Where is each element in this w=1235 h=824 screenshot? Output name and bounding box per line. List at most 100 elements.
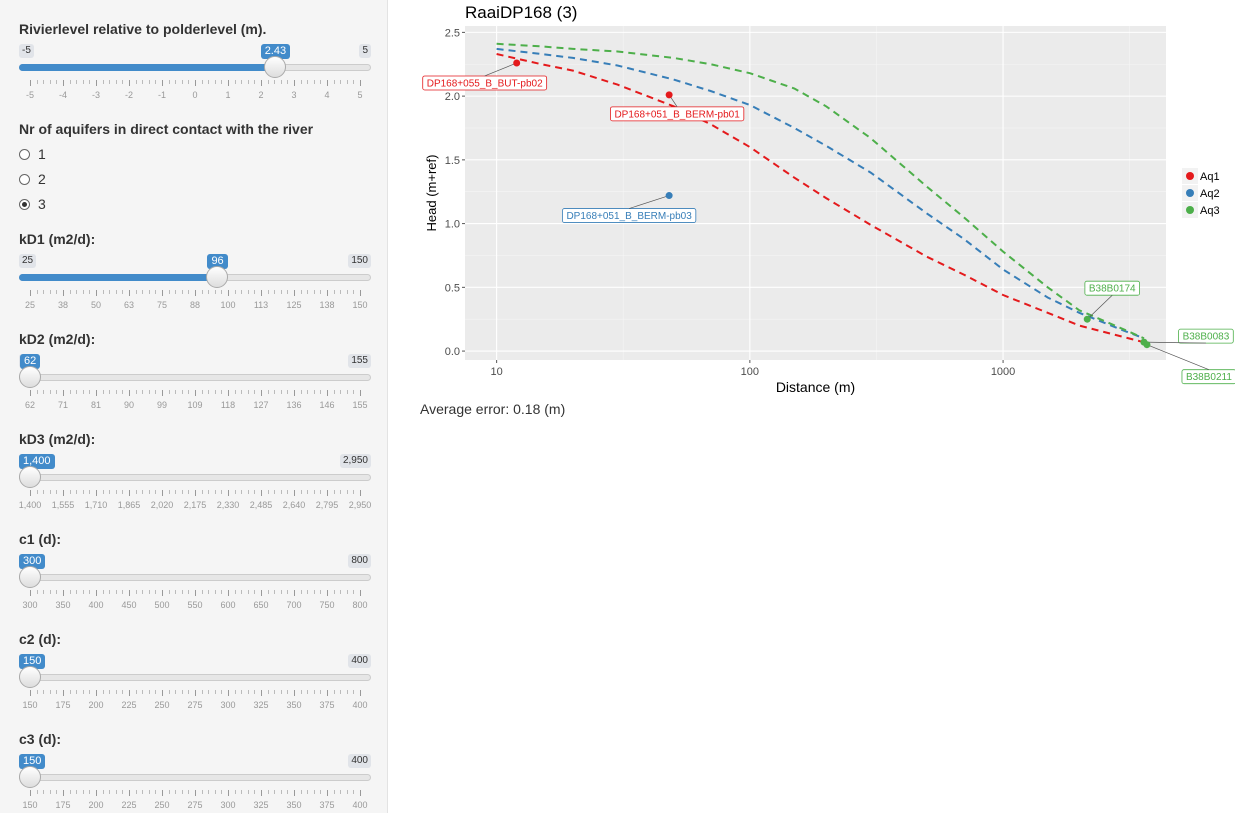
slider-minor-tick bbox=[274, 80, 276, 84]
aquifer-radio-1[interactable]: 1 bbox=[19, 146, 46, 162]
slider-tick bbox=[63, 490, 64, 496]
slider-tick bbox=[162, 290, 163, 296]
slider-minor-tick bbox=[333, 390, 335, 394]
slider-handle[interactable] bbox=[206, 266, 229, 288]
slider-tick-label: 2,175 bbox=[183, 500, 207, 510]
slider-minor-tick bbox=[313, 290, 315, 294]
slider-tick-label: 88 bbox=[189, 300, 201, 310]
slider-minor-tick bbox=[208, 790, 210, 794]
slider-minor-tick bbox=[122, 490, 124, 494]
c3-slider[interactable]: 1504001501501752002252502753003253503754… bbox=[19, 754, 371, 824]
slider-minor-tick bbox=[201, 590, 203, 594]
series-line-aq1 bbox=[496, 53, 1145, 344]
slider-handle[interactable] bbox=[264, 56, 287, 78]
slider-handle[interactable] bbox=[19, 466, 41, 488]
slider-tick bbox=[228, 690, 229, 696]
kd2-label: kD2 (m2/d): bbox=[19, 331, 96, 347]
slider-handle[interactable] bbox=[19, 666, 41, 688]
slider-minor-tick bbox=[76, 590, 78, 594]
slider-tick bbox=[360, 80, 361, 86]
slider-value-label: 2.43 bbox=[260, 44, 291, 59]
radio-circle[interactable] bbox=[19, 198, 30, 210]
c2-slider[interactable]: 1504001501501752002252502753003253503754… bbox=[19, 654, 371, 724]
slider-minor-tick bbox=[135, 590, 137, 594]
slider-tick-label: -4 bbox=[58, 90, 68, 100]
slider-minor-tick bbox=[115, 690, 117, 694]
slider-minor-tick bbox=[175, 390, 177, 394]
slider-minor-tick bbox=[353, 290, 355, 294]
slider-minor-tick bbox=[254, 290, 256, 294]
slider-tick-label: 250 bbox=[154, 800, 170, 810]
slider-minor-tick bbox=[76, 690, 78, 694]
slider-tick-label: 150 bbox=[22, 700, 38, 710]
slider-tick bbox=[360, 490, 361, 496]
river-level-slider[interactable]: -5 5 2.43 -5 -4 -3 -2 -1 0 1 2 3 4 5 bbox=[19, 44, 371, 114]
kd1-slider[interactable]: 25 150 96 25 38 50 63 75 88 100 113 125 138 150 bbox=[19, 254, 371, 324]
slider-minor-tick bbox=[122, 80, 124, 84]
slider-minor-tick bbox=[175, 490, 177, 494]
slider-minor-tick bbox=[76, 290, 78, 294]
slider-track[interactable] bbox=[19, 374, 371, 381]
slider-minor-tick bbox=[69, 390, 71, 394]
slider-track[interactable] bbox=[19, 774, 371, 781]
slider-minor-tick bbox=[353, 590, 355, 594]
aquifer-radio-2[interactable]: 2 bbox=[19, 171, 46, 187]
legend-key-aq1 bbox=[1186, 172, 1194, 180]
slider-minor-tick bbox=[49, 690, 51, 694]
slider-tick bbox=[228, 490, 229, 496]
slider-minor-tick bbox=[280, 80, 282, 84]
slider-minor-tick bbox=[307, 390, 309, 394]
slider-tick bbox=[162, 490, 163, 496]
slider-tick bbox=[96, 590, 97, 596]
slider-minor-tick bbox=[274, 590, 276, 594]
slider-tick bbox=[261, 790, 262, 796]
slider-tick bbox=[294, 290, 295, 296]
slider-minor-tick bbox=[247, 590, 249, 594]
slider-handle[interactable] bbox=[19, 766, 41, 788]
slider-minor-tick bbox=[142, 390, 144, 394]
slider-track[interactable] bbox=[19, 574, 371, 581]
slider-track[interactable] bbox=[19, 474, 371, 481]
slider-minor-tick bbox=[287, 390, 289, 394]
slider-minor-tick bbox=[234, 490, 236, 494]
kd2-slider[interactable]: 62155626271819099109118127136146155 bbox=[19, 354, 371, 424]
slider-tick-label: 138 bbox=[319, 300, 335, 310]
slider-tick bbox=[195, 590, 196, 596]
slider-tick bbox=[360, 590, 361, 596]
slider-track[interactable] bbox=[19, 674, 371, 681]
slider-tick-label: 175 bbox=[55, 700, 71, 710]
slider-tick-label: 300 bbox=[220, 800, 236, 810]
slider-tick bbox=[195, 490, 196, 496]
slider-minor-tick bbox=[307, 590, 309, 594]
radio-circle[interactable] bbox=[19, 148, 30, 160]
slider-minor-tick bbox=[267, 490, 269, 494]
slider-tick bbox=[261, 690, 262, 696]
slider-tick bbox=[195, 690, 196, 696]
slider-minor-tick bbox=[76, 80, 78, 84]
slider-handle[interactable] bbox=[19, 566, 41, 588]
slider-minor-tick bbox=[142, 80, 144, 84]
slider-minor-tick bbox=[181, 390, 183, 394]
legend-key-aq3 bbox=[1186, 206, 1194, 214]
slider-minor-tick bbox=[254, 790, 256, 794]
slider-minor-tick bbox=[76, 490, 78, 494]
slider-minor-tick bbox=[76, 390, 78, 394]
radio-circle[interactable] bbox=[19, 173, 30, 185]
kd3-label: kD3 (m2/d): bbox=[19, 431, 96, 447]
radio-label: 1 bbox=[38, 146, 46, 162]
slider-minor-tick bbox=[89, 590, 91, 594]
slider-minor-tick bbox=[135, 290, 137, 294]
slider-minor-tick bbox=[340, 390, 342, 394]
slider-tick-label: 3 bbox=[291, 90, 297, 100]
slider-minor-tick bbox=[102, 790, 104, 794]
slider-minor-tick bbox=[82, 490, 84, 494]
slider-tick bbox=[30, 790, 31, 796]
slider-minor-tick bbox=[208, 290, 210, 294]
slider-minor-tick bbox=[56, 290, 58, 294]
slider-handle[interactable] bbox=[19, 366, 41, 388]
aquifer-radio-3[interactable]: 3 bbox=[19, 196, 46, 212]
kd3-slider[interactable]: 1,4002,9501,4001,4001,5551,7101,8652,020… bbox=[19, 454, 371, 524]
slider-tick-label: 400 bbox=[352, 800, 368, 810]
c1-slider[interactable]: 3008003003003504004505005506006507007508… bbox=[19, 554, 371, 624]
slider-minor-tick bbox=[115, 590, 117, 594]
